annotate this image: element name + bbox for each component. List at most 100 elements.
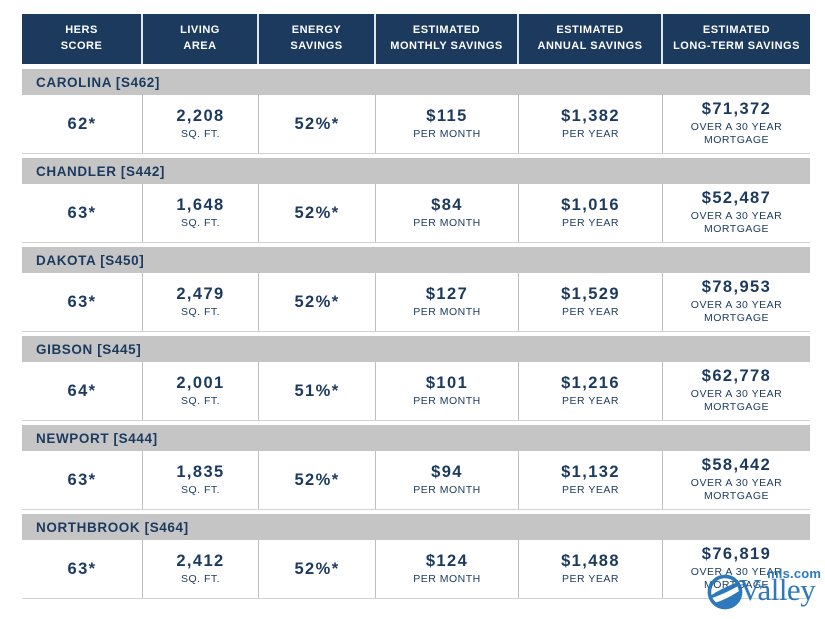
living-area-cell: 2,001 SQ. FT.	[143, 362, 259, 420]
header-hers-score: HERS SCORE	[22, 14, 143, 64]
valleymls-brand-text: Valley	[739, 572, 816, 607]
long-term-savings-value: $62,778	[701, 366, 772, 385]
annual-savings-cell: $1,529 PER YEAR	[519, 273, 663, 331]
model-section: GIBSON [S445] 64* 2,001 SQ. FT. 51%* $10…	[22, 336, 810, 421]
valleymls-logo: Valley mls.com	[706, 566, 822, 614]
model-name: DAKOTA [S450]	[36, 252, 145, 268]
long-term-savings-cell: $58,442 OVER A 30 YEAR MORTGAGE	[663, 451, 810, 509]
header-estimated-long-term-savings: ESTIMATED LONG-TERM SAVINGS	[663, 14, 810, 64]
model-section: NEWPORT [S444] 63* 1,835 SQ. FT. 52%* $9…	[22, 425, 810, 510]
long-term-savings-value: $52,487	[701, 188, 772, 207]
energy-savings-value: 51%*	[294, 381, 340, 400]
monthly-savings-value: $101	[425, 373, 469, 392]
hers-score-cell: 63*	[22, 451, 143, 509]
table-row: 63* 1,835 SQ. FT. 52%* $94 PER MONTH $1,…	[22, 451, 810, 510]
monthly-savings-cell: $124 PER MONTH	[376, 540, 519, 598]
model-name-band: DAKOTA [S450]	[22, 247, 810, 273]
long-term-savings-value: $76,819	[701, 544, 772, 563]
header-line: MONTHLY SAVINGS	[390, 40, 503, 52]
annual-savings-value: $1,488	[561, 551, 620, 570]
long-term-savings-cell: $78,953 OVER A 30 YEAR MORTGAGE	[663, 273, 810, 331]
annual-savings-unit: PER YEAR	[562, 394, 619, 407]
living-area-value: 2,001	[176, 373, 225, 392]
header-line: ESTIMATED	[412, 24, 481, 37]
long-term-savings-cell: $76,819 OVER A 30 YEAR MORTGAGE	[663, 540, 810, 598]
living-area-value: 1,648	[176, 195, 225, 214]
long-term-savings-unit: OVER A 30 YEAR MORTGAGE	[690, 476, 783, 503]
monthly-savings-value: $115	[426, 106, 468, 125]
hers-score-cell: 63*	[22, 273, 143, 331]
living-area-cell: 1,648 SQ. FT.	[143, 184, 259, 242]
monthly-savings-cell: $115 PER MONTH	[376, 95, 519, 153]
living-area-value: 2,208	[176, 106, 225, 125]
living-area-cell: 2,479 SQ. FT.	[143, 273, 259, 331]
valleymls-suffix-text: mls.com	[767, 566, 822, 581]
table-body: CAROLINA [S462] 62* 2,208 SQ. FT. 52%* $…	[22, 69, 810, 599]
header-energy-savings: ENERGY SAVINGS	[259, 14, 376, 64]
monthly-savings-cell: $101 PER MONTH	[376, 362, 519, 420]
energy-savings-cell: 52%*	[259, 95, 376, 153]
monthly-savings-cell: $127 PER MONTH	[376, 273, 519, 331]
living-area-cell: 1,835 SQ. FT.	[143, 451, 259, 509]
living-area-cell: 2,208 SQ. FT.	[143, 95, 259, 153]
annual-savings-cell: $1,016 PER YEAR	[519, 184, 663, 242]
annual-savings-unit: PER YEAR	[562, 572, 619, 585]
long-term-savings-unit: OVER A 30 YEAR MORTGAGE	[690, 387, 783, 414]
long-term-savings-value: $78,953	[701, 277, 772, 296]
hers-score-value: 64*	[67, 381, 97, 400]
hers-score-value: 63*	[67, 470, 97, 489]
long-term-savings-cell: $52,487 OVER A 30 YEAR MORTGAGE	[663, 184, 810, 242]
header-line: LIVING	[180, 24, 220, 37]
living-area-unit: SQ. FT.	[180, 127, 221, 140]
energy-savings-cell: 52%*	[259, 184, 376, 242]
annual-savings-unit: PER YEAR	[562, 216, 619, 229]
hers-score-value: 63*	[67, 559, 97, 578]
model-name: NEWPORT [S444]	[36, 430, 158, 446]
model-name: CHANDLER [S442]	[36, 163, 166, 179]
hers-score-cell: 63*	[22, 184, 143, 242]
header-line: ENERGY	[291, 24, 342, 37]
header-line: ESTIMATED	[556, 24, 624, 37]
monthly-savings-value: $124	[425, 551, 469, 570]
table-header-row: HERS SCORE LIVING AREA ENERGY SAVINGS ES…	[22, 14, 810, 64]
annual-savings-value: $1,216	[561, 373, 620, 392]
living-area-unit: SQ. FT.	[180, 483, 221, 496]
model-name: CAROLINA [S462]	[36, 74, 161, 90]
header-line: SCORE	[60, 40, 103, 52]
living-area-cell: 2,412 SQ. FT.	[143, 540, 259, 598]
monthly-savings-value: $94	[431, 462, 463, 481]
annual-savings-value: $1,016	[561, 195, 620, 214]
monthly-savings-unit: PER MONTH	[413, 483, 481, 496]
monthly-savings-unit: PER MONTH	[413, 305, 481, 318]
monthly-savings-unit: PER MONTH	[413, 394, 481, 407]
long-term-savings-value: $71,372	[701, 99, 772, 118]
annual-savings-unit: PER YEAR	[562, 127, 619, 140]
energy-savings-cell: 51%*	[259, 362, 376, 420]
long-term-savings-unit: OVER A 30 YEAR MORTGAGE	[690, 209, 783, 236]
monthly-savings-cell: $94 PER MONTH	[376, 451, 519, 509]
model-name: GIBSON [S445]	[36, 341, 142, 357]
model-name-band: NORTHBROOK [S464]	[22, 514, 810, 540]
header-estimated-annual-savings: ESTIMATED ANNUAL SAVINGS	[519, 14, 663, 64]
energy-savings-cell: 52%*	[259, 451, 376, 509]
monthly-savings-unit: PER MONTH	[413, 216, 481, 229]
model-name: NORTHBROOK [S464]	[36, 519, 189, 535]
energy-savings-value: 52%*	[294, 292, 340, 311]
table-row: 62* 2,208 SQ. FT. 52%* $115 PER MONTH $1…	[22, 95, 810, 154]
long-term-savings-value: $58,442	[701, 455, 772, 474]
model-name-band: GIBSON [S445]	[22, 336, 810, 362]
valleymls-circle-icon	[707, 574, 743, 610]
table-row: 63* 2,412 SQ. FT. 52%* $124 PER MONTH $1…	[22, 540, 810, 599]
hers-score-cell: 64*	[22, 362, 143, 420]
header-line: SAVINGS	[290, 40, 343, 52]
annual-savings-value: $1,529	[561, 284, 620, 303]
monthly-savings-cell: $84 PER MONTH	[376, 184, 519, 242]
annual-savings-value: $1,382	[561, 106, 620, 125]
model-section: CAROLINA [S462] 62* 2,208 SQ. FT. 52%* $…	[22, 69, 810, 154]
annual-savings-cell: $1,216 PER YEAR	[519, 362, 663, 420]
energy-savings-cell: 52%*	[259, 540, 376, 598]
long-term-savings-cell: $71,372 OVER A 30 YEAR MORTGAGE	[663, 95, 810, 153]
monthly-savings-value: $84	[431, 195, 463, 214]
living-area-value: 1,835	[176, 462, 225, 481]
model-name-band: CHANDLER [S442]	[22, 158, 810, 184]
